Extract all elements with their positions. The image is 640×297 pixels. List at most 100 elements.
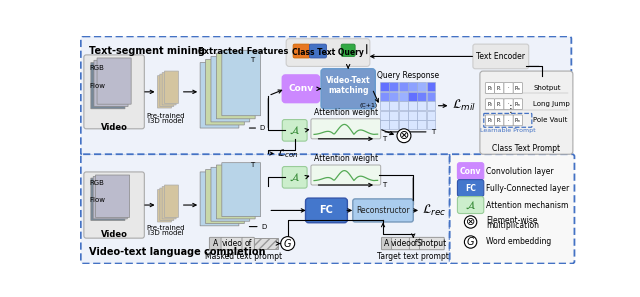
FancyBboxPatch shape — [485, 115, 495, 126]
FancyBboxPatch shape — [84, 55, 145, 129]
Circle shape — [397, 129, 411, 143]
Text: $\mathcal{A}$: $\mathcal{A}$ — [465, 199, 476, 211]
FancyBboxPatch shape — [427, 91, 435, 101]
Text: Flow: Flow — [90, 197, 106, 203]
Text: P₀: P₀ — [488, 102, 492, 107]
Text: Long Jump: Long Jump — [533, 101, 570, 107]
Text: Masked text prompt: Masked text prompt — [205, 252, 282, 261]
Text: P₁: P₁ — [497, 86, 502, 91]
Text: A: A — [213, 239, 218, 248]
Text: T: T — [250, 57, 255, 63]
Text: of: of — [244, 239, 252, 248]
FancyBboxPatch shape — [164, 185, 179, 217]
FancyBboxPatch shape — [427, 101, 435, 110]
Text: Target text prompt: Target text prompt — [378, 252, 449, 261]
Text: Query Response: Query Response — [377, 70, 439, 80]
Text: D: D — [260, 125, 265, 131]
Text: T: T — [250, 162, 255, 168]
Text: RGB: RGB — [90, 65, 104, 71]
FancyBboxPatch shape — [91, 63, 125, 109]
Text: Video-text language completion: Video-text language completion — [90, 247, 266, 257]
Text: Convolution layer: Convolution layer — [486, 167, 554, 176]
FancyBboxPatch shape — [480, 71, 573, 154]
FancyBboxPatch shape — [84, 172, 145, 238]
Text: P₀: P₀ — [488, 118, 492, 123]
Text: Shotput: Shotput — [417, 239, 447, 248]
FancyBboxPatch shape — [427, 111, 435, 120]
FancyBboxPatch shape — [513, 83, 522, 93]
Text: A: A — [384, 239, 390, 248]
FancyBboxPatch shape — [286, 39, 370, 67]
FancyBboxPatch shape — [216, 165, 255, 219]
Text: video: video — [221, 239, 243, 248]
FancyBboxPatch shape — [399, 120, 408, 129]
FancyBboxPatch shape — [504, 99, 513, 110]
FancyBboxPatch shape — [504, 115, 513, 126]
FancyBboxPatch shape — [399, 101, 408, 110]
FancyBboxPatch shape — [93, 176, 127, 219]
Text: ⋮: ⋮ — [505, 104, 515, 114]
Text: Word embedding: Word embedding — [486, 238, 551, 247]
FancyBboxPatch shape — [380, 91, 389, 101]
Text: ·: · — [508, 118, 509, 123]
FancyBboxPatch shape — [408, 82, 417, 91]
FancyBboxPatch shape — [427, 120, 435, 129]
FancyBboxPatch shape — [305, 198, 348, 223]
FancyBboxPatch shape — [211, 167, 250, 221]
Text: ·: · — [508, 86, 509, 91]
Text: G: G — [284, 238, 291, 249]
Text: Pre-trained: Pre-trained — [147, 225, 185, 231]
Text: multiplication: multiplication — [486, 221, 539, 230]
FancyBboxPatch shape — [222, 50, 260, 116]
Text: P₀: P₀ — [488, 86, 492, 91]
Text: T: T — [382, 136, 387, 142]
Text: Pole Vault: Pole Vault — [533, 117, 568, 123]
FancyBboxPatch shape — [81, 37, 572, 155]
FancyBboxPatch shape — [95, 175, 129, 217]
Text: $\mathcal{A}$: $\mathcal{A}$ — [289, 172, 300, 183]
Text: $\mathcal{L}_{mil}$: $\mathcal{L}_{mil}$ — [452, 98, 476, 113]
FancyBboxPatch shape — [321, 69, 375, 109]
FancyBboxPatch shape — [162, 187, 176, 219]
FancyBboxPatch shape — [380, 101, 389, 110]
Text: D: D — [261, 224, 267, 230]
Text: Text-segment mining: Text-segment mining — [90, 46, 205, 56]
FancyBboxPatch shape — [513, 99, 522, 110]
FancyBboxPatch shape — [200, 63, 239, 128]
FancyBboxPatch shape — [410, 237, 420, 250]
FancyBboxPatch shape — [473, 44, 529, 69]
FancyBboxPatch shape — [205, 59, 244, 125]
Text: Attention weight: Attention weight — [314, 154, 378, 163]
FancyBboxPatch shape — [390, 91, 398, 101]
FancyBboxPatch shape — [221, 237, 243, 250]
Text: Pre-trained: Pre-trained — [147, 113, 185, 119]
FancyBboxPatch shape — [97, 58, 131, 104]
FancyBboxPatch shape — [282, 75, 319, 103]
Text: Conv: Conv — [288, 84, 314, 93]
FancyBboxPatch shape — [341, 44, 355, 56]
FancyBboxPatch shape — [222, 163, 260, 217]
FancyBboxPatch shape — [417, 120, 426, 129]
FancyBboxPatch shape — [390, 82, 398, 91]
FancyBboxPatch shape — [309, 44, 326, 58]
FancyBboxPatch shape — [495, 83, 504, 93]
Text: (C+1): (C+1) — [359, 103, 378, 108]
Text: I3D model: I3D model — [148, 118, 184, 124]
FancyBboxPatch shape — [427, 82, 435, 91]
FancyBboxPatch shape — [450, 154, 575, 263]
Text: ·: · — [508, 102, 509, 107]
FancyBboxPatch shape — [408, 91, 417, 101]
FancyBboxPatch shape — [282, 167, 307, 188]
Text: Class Text Query: Class Text Query — [292, 48, 364, 57]
FancyBboxPatch shape — [205, 170, 244, 224]
FancyBboxPatch shape — [390, 101, 398, 110]
Text: FC: FC — [465, 184, 476, 192]
Text: P₁: P₁ — [497, 102, 502, 107]
FancyBboxPatch shape — [419, 237, 444, 250]
Circle shape — [281, 237, 294, 250]
Text: video: video — [390, 239, 412, 248]
Text: Video-Text
matching: Video-Text matching — [326, 76, 371, 95]
Text: Video: Video — [100, 230, 127, 239]
FancyBboxPatch shape — [399, 111, 408, 120]
FancyBboxPatch shape — [381, 237, 392, 250]
